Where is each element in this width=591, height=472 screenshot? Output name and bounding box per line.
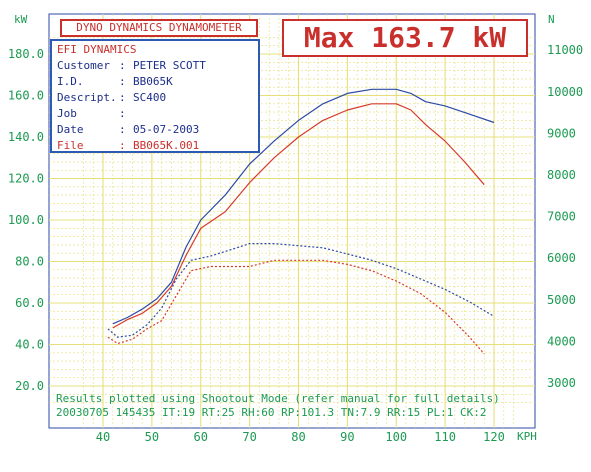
x-axis-unit: KPH <box>517 430 537 443</box>
info-label: File <box>57 139 84 152</box>
info-label: Customer <box>57 59 110 72</box>
info-row-customer: Customer: PETER SCOTT <box>57 59 206 72</box>
info-value: BB065K <box>133 75 173 88</box>
y-tick-label: 160.0 <box>8 89 44 103</box>
info-label: I.D. <box>57 75 84 88</box>
info-value: BB065K.001 <box>133 139 200 152</box>
info-value: SC400 <box>133 91 167 104</box>
y2-tick-label: 9000 <box>547 126 576 140</box>
y2-tick-label: 5000 <box>547 293 576 307</box>
torque-curve-red <box>107 259 485 355</box>
info-row-id: I.D.: BB065K <box>57 75 173 88</box>
power-curve-blue <box>112 88 495 325</box>
y2-tick-label: 7000 <box>547 210 576 224</box>
info-label: Descript. <box>57 91 117 104</box>
info-row-job: Job: <box>57 107 126 120</box>
y2-tick-label: 11000 <box>547 43 583 57</box>
footer-line-2: 20030705 145435 IT:19 RT:25 RH:60 RP:101… <box>56 406 487 419</box>
series-group <box>107 88 495 355</box>
y-tick-label: 140.0 <box>8 130 44 144</box>
run-details: Results plotted using Shootout Mode (ref… <box>56 392 500 420</box>
power-curve-red <box>112 103 485 329</box>
y-tick-label: 60.0 <box>15 296 44 310</box>
x-tick-label: 110 <box>434 430 456 444</box>
y2-tick-label: 10000 <box>547 85 583 99</box>
dynamometer-title: DYNO DYNAMICS DYNAMOMETER <box>60 19 258 37</box>
info-panel: EFI DYNAMICS Customer: PETER SCOTT I.D.: B… <box>50 39 260 153</box>
info-heading: EFI DYNAMICS <box>57 43 137 56</box>
y2-tick-label: 8000 <box>547 168 576 182</box>
y2-axis-unit: N <box>548 13 555 26</box>
y2-tick-label: 6000 <box>547 251 576 265</box>
y-tick-label: 20.0 <box>15 379 44 393</box>
info-value: PETER SCOTT <box>133 59 206 72</box>
x-tick-label: 120 <box>483 430 505 444</box>
x-tick-label: 40 <box>96 430 110 444</box>
max-power-readout: Max 163.7 kW <box>282 19 528 57</box>
x-tick-label: 90 <box>340 430 354 444</box>
tick-labels: 20.0 40.0 60.0 80.0 100.0 120.0 140.0 160.0 180.… <box>8 43 583 444</box>
y-axis-unit: kW <box>14 13 28 26</box>
y-tick-label: 80.0 <box>15 255 44 269</box>
chart-frame <box>48 13 536 429</box>
y-tick-label: 180.0 <box>8 47 44 61</box>
x-tick-label: 60 <box>194 430 208 444</box>
y-tick-label: 100.0 <box>8 213 44 227</box>
x-tick-label: 50 <box>145 430 159 444</box>
footer-line-1: Results plotted using Shootout Mode (ref… <box>56 392 500 405</box>
info-label: Job <box>57 107 77 120</box>
x-tick-label: 100 <box>385 430 407 444</box>
info-value: 05-07-2003 <box>133 123 200 136</box>
y2-tick-label: 4000 <box>547 334 576 348</box>
y-tick-label: 120.0 <box>8 172 44 186</box>
y2-tick-label: 3000 <box>547 376 576 390</box>
x-tick-label: 70 <box>242 430 256 444</box>
x-tick-label: 80 <box>291 430 305 444</box>
info-row-date: Date:05-07-2003 <box>57 123 200 136</box>
info-row-description: Descript.: SC400 <box>57 91 167 104</box>
y-tick-label: 40.0 <box>15 338 44 352</box>
torque-curve-blue <box>107 243 495 338</box>
info-label: Date <box>57 123 84 136</box>
info-row-file: File: BB065K.001 <box>57 139 200 152</box>
